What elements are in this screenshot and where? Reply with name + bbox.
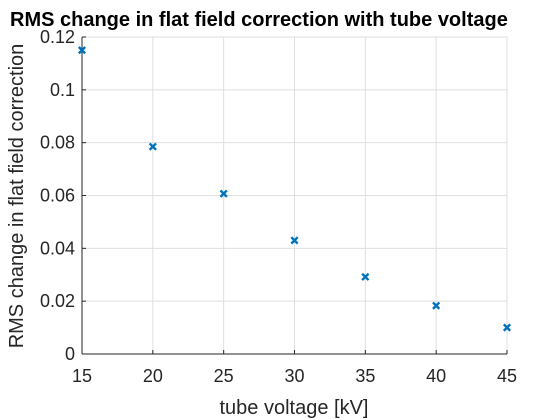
y-tick-label: 0 [65,344,75,364]
x-tick-label: 20 [143,366,163,386]
data-point [148,142,157,151]
data-point [77,46,87,55]
plot-area: 15 20 25 30 35 40 45 0 0.02 0.04 0.06 0.08 0.1 0.12 [40,27,517,386]
y-tick-label: 0.08 [40,133,75,153]
data-point [219,189,228,198]
x-axis-label: tube voltage [kV] [220,397,369,419]
y-tick-label: 0.1 [50,80,75,100]
y-tick-label: 0.02 [40,291,75,311]
y-tick-label: 0.04 [40,238,75,258]
x-tick-label: 35 [355,366,375,386]
data-point [502,323,512,332]
x-tick-label: 40 [426,366,446,386]
y-axis-ticks: 0 0.02 0.04 0.06 0.08 0.1 0.12 [40,27,86,364]
x-tick-label: 15 [72,366,92,386]
x-axis-ticks: 15 20 25 30 35 40 45 [72,350,517,386]
chart-title: RMS change in flat field correction with… [10,9,508,31]
data-point [290,236,299,245]
x-tick-label: 45 [497,366,517,386]
y-tick-label: 0.12 [40,27,75,47]
data-point [432,301,441,310]
x-tick-label: 30 [284,366,304,386]
data-point [361,272,370,281]
y-axis-label: RMS change in flat field correction [6,44,28,349]
x-tick-label: 25 [214,366,234,386]
data-series [77,46,512,332]
y-tick-label: 0.06 [40,186,75,206]
